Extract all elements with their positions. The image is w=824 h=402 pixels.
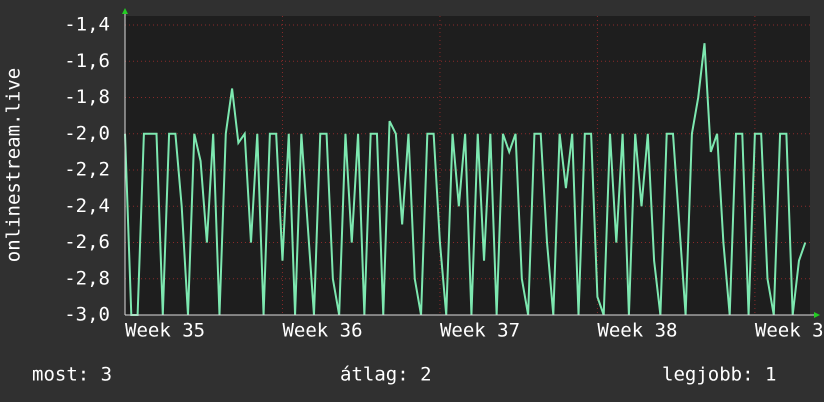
axis-arrow (814, 312, 820, 318)
data-line (124, 43, 807, 316)
y-tick-label: -2,6 (64, 231, 110, 253)
y-tick-label: -1,8 (64, 86, 110, 108)
footer-text: legjobb: 1 (662, 364, 776, 386)
y-tick-label: -1,4 (64, 14, 110, 36)
x-tick-label: Week 35 (125, 320, 205, 342)
x-tick-label: Week 39 (755, 320, 824, 342)
x-tick-label: Week 37 (440, 320, 520, 342)
y-tick-label: -1,6 (64, 50, 110, 72)
y-tick-label: -2,0 (64, 122, 110, 144)
footer-text: most: 3 (32, 364, 112, 386)
plot (124, 43, 807, 316)
x-tick-label: Week 36 (282, 320, 362, 342)
footer-text: átlag: 2 (340, 364, 432, 386)
y-tick-label: -3,0 (64, 304, 110, 326)
y-axis-label: onlinestream.live (3, 68, 25, 262)
plot-area (125, 16, 810, 315)
x-tick-label: Week 38 (597, 320, 677, 342)
axis-arrow (122, 8, 128, 14)
y-tick-label: -2,4 (64, 195, 110, 217)
y-tick-label: -2,8 (64, 267, 110, 289)
y-tick-label: -2,2 (64, 159, 110, 181)
